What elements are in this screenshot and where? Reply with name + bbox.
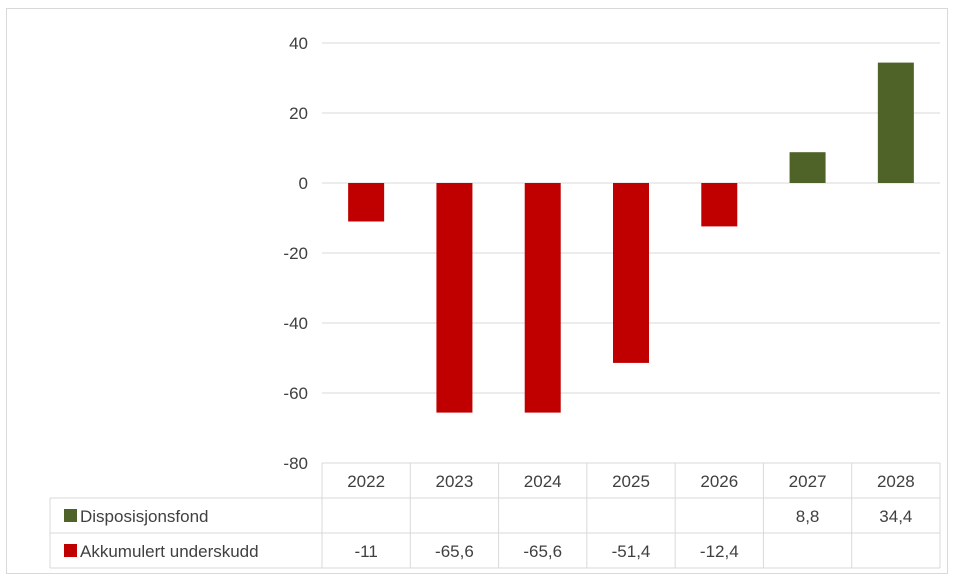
x-tick-label: 2022 xyxy=(347,472,385,491)
x-tick-label: 2023 xyxy=(436,472,474,491)
x-tick-label: 2026 xyxy=(700,472,738,491)
chart-frame xyxy=(6,8,948,574)
bar-underskudd-2026 xyxy=(701,183,738,227)
x-tick-label: 2025 xyxy=(612,472,650,491)
y-tick-label: -60 xyxy=(283,384,308,403)
y-tick-label: -20 xyxy=(283,244,308,263)
bar-underskudd-2025 xyxy=(613,183,649,363)
data-table-value: -12,4 xyxy=(700,542,739,561)
bar-underskudd-2024 xyxy=(524,183,561,413)
legend-swatch-underskudd xyxy=(64,544,77,557)
x-tick-label: 2024 xyxy=(524,472,562,491)
y-tick-label: 20 xyxy=(289,104,308,123)
data-table-value: -65,6 xyxy=(435,542,474,561)
bar-underskudd-2023 xyxy=(436,183,473,413)
y-tick-label: 0 xyxy=(299,174,308,193)
bar-disposisjonsfond-2028 xyxy=(877,62,914,183)
bar-disposisjonsfond-2027 xyxy=(789,152,826,183)
data-table-value: 34,4 xyxy=(879,507,912,526)
y-tick-label: -40 xyxy=(283,314,308,333)
data-table-value: 8,8 xyxy=(796,507,820,526)
bar-underskudd-2022 xyxy=(348,183,385,222)
legend-swatch-disposisjonsfond xyxy=(64,509,77,522)
x-tick-label: 2028 xyxy=(877,472,915,491)
data-table-value: -11 xyxy=(354,542,377,561)
y-tick-label: 40 xyxy=(289,34,308,53)
data-table-value: -65,6 xyxy=(523,542,562,561)
data-table-value: -51,4 xyxy=(612,542,651,561)
legend-label: Akkumulert underskudd xyxy=(80,542,259,561)
x-tick-label: 2027 xyxy=(789,472,827,491)
y-tick-label: -80 xyxy=(283,454,308,473)
legend-label: Disposisjonsfond xyxy=(80,507,209,526)
